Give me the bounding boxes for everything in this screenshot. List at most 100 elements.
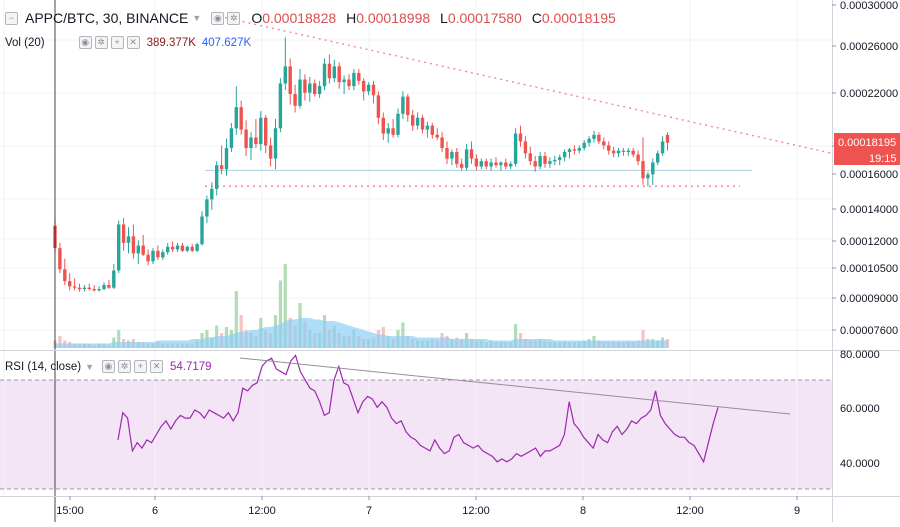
candle-body — [298, 79, 302, 106]
candle-body — [499, 162, 503, 166]
candle-body — [322, 63, 327, 87]
candle-body — [68, 281, 72, 287]
chevron-down-icon[interactable]: ▼ — [192, 13, 202, 23]
candle-body — [357, 72, 361, 81]
rsi-legend: RSI (14, close) ▼ ◉ ✲ + ✕ 54.7179 — [5, 360, 212, 373]
candle-body — [572, 149, 577, 151]
candle-body — [166, 246, 170, 253]
rsi-tick-label: 60.0000 — [840, 403, 880, 415]
candle-body — [587, 138, 591, 143]
candle-body — [92, 288, 96, 291]
candle-body — [371, 84, 376, 96]
candle-body — [660, 141, 665, 154]
eye-icon[interactable]: ◉ — [78, 36, 92, 49]
candle-body — [87, 287, 91, 289]
candle-body — [288, 66, 292, 95]
candle-body — [440, 137, 444, 149]
volume-value: 389.377K — [146, 36, 196, 49]
candle-body — [474, 158, 479, 167]
candle-body — [592, 134, 596, 139]
price-tick-label: 0.00026000 — [840, 41, 898, 53]
plus-icon[interactable]: + — [133, 360, 147, 373]
candle-body — [577, 148, 581, 151]
candle-body — [254, 137, 258, 145]
plus-icon[interactable]: + — [110, 36, 124, 49]
candle-body — [543, 155, 547, 164]
price-tick-label: 0.00014000 — [840, 204, 898, 216]
candle-body — [479, 161, 483, 167]
volume-bar — [514, 324, 518, 348]
candle-body — [234, 107, 238, 129]
rsi-band — [0, 380, 832, 489]
candle-body — [229, 128, 234, 149]
candle-body — [415, 117, 420, 126]
candle-body — [641, 161, 645, 179]
rsi-label[interactable]: RSI (14, close) — [5, 360, 82, 373]
volume-bar — [278, 280, 282, 348]
last-price-box — [834, 133, 900, 165]
candle-body — [401, 96, 405, 114]
price-tick-label: 0.00022000 — [840, 88, 898, 100]
chevron-down-icon[interactable]: ▼ — [85, 361, 94, 372]
candle-body — [107, 285, 111, 288]
main-legend: − APPC/BTC, 30, BINANCE ▼ ◉ ✲ O0.0001882… — [5, 10, 622, 26]
eye-icon[interactable]: ◉ — [101, 360, 115, 373]
candle-body — [72, 286, 77, 288]
volume-bar — [117, 330, 121, 348]
candle-body — [616, 150, 621, 154]
candle-body — [646, 174, 650, 179]
close-icon[interactable]: ✕ — [149, 360, 163, 373]
candle-body — [210, 188, 214, 200]
time-tick-label: 7 — [366, 505, 372, 517]
candle-body — [215, 165, 219, 189]
time-tick-label: 15:00 — [56, 505, 84, 517]
time-axis[interactable]: 15:00 6 12:00 7 12:00 8 12:00 9 — [56, 496, 800, 517]
price-axis[interactable]: 0.000300000.000260000.000220000.00018000… — [832, 0, 898, 337]
candle-body — [386, 128, 390, 134]
volume-label[interactable]: Vol (20) — [5, 36, 45, 49]
candle-body — [249, 137, 253, 149]
close-icon[interactable]: ✕ — [126, 36, 140, 49]
candle-body — [239, 107, 243, 130]
candle-body — [175, 245, 180, 250]
candle-body — [244, 129, 248, 149]
symbol-title[interactable]: APPC/BTC, 30, BINANCE — [25, 10, 189, 26]
candle-body — [97, 288, 101, 291]
candle-body — [185, 246, 189, 251]
gear-icon[interactable]: ✲ — [94, 36, 108, 49]
candle-body — [420, 117, 425, 130]
time-tick-label: 12:00 — [462, 505, 490, 517]
candle-body — [607, 145, 611, 151]
candle-body — [117, 224, 121, 271]
candle-body — [337, 66, 341, 83]
candle-body — [509, 163, 513, 167]
candle-body — [665, 134, 670, 143]
candle-body — [82, 287, 87, 289]
candle-body — [562, 151, 567, 158]
gear-icon[interactable]: ✲ — [227, 11, 241, 25]
candle-body — [435, 134, 439, 138]
ohlc-group: O0.00018828 H0.00018998 L0.00017580 C0.0… — [251, 10, 621, 26]
candle-body — [391, 128, 395, 135]
candle-body — [308, 83, 312, 93]
candle-body — [582, 142, 586, 149]
rsi-trend-line — [239, 357, 791, 415]
candle-body — [293, 94, 297, 106]
rsi-axis[interactable]: 80.0000 60.0000 40.0000 — [840, 349, 880, 470]
time-tick-label: 6 — [152, 505, 158, 517]
volume-ma-area — [55, 318, 668, 348]
candle-body — [636, 154, 640, 162]
ohlc-close-value: 0.00018195 — [541, 10, 616, 26]
candle-body — [455, 151, 459, 164]
candle-body — [195, 244, 199, 251]
gear-icon[interactable]: ✲ — [117, 360, 131, 373]
eye-icon[interactable]: ◉ — [211, 11, 225, 25]
candle-body — [621, 150, 626, 152]
candle-body — [126, 236, 131, 243]
volume-bar — [58, 336, 62, 348]
candle-body — [396, 113, 400, 135]
candle-body — [366, 84, 371, 92]
collapse-icon[interactable]: − — [5, 11, 18, 25]
rsi-line — [117, 354, 719, 464]
